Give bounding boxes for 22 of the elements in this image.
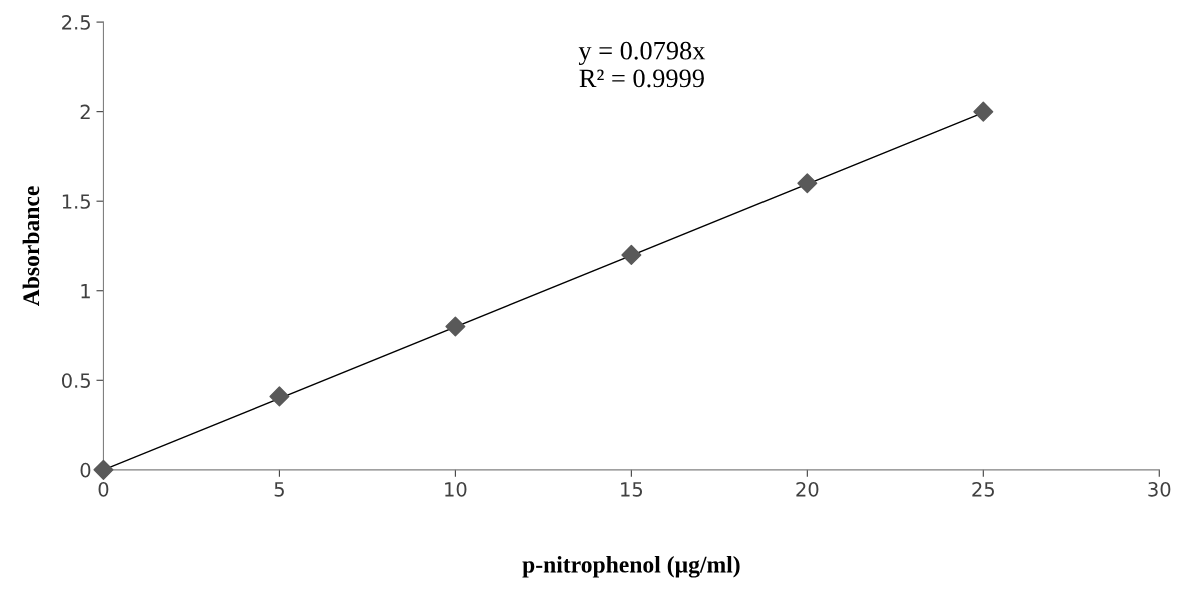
annotation: y = 0.0798x R² = 0.9999 <box>578 41 706 88</box>
y-tick-label: 0.5 <box>62 373 90 388</box>
x-axis-title: p-nitrophenol (µg/ml) <box>522 556 740 578</box>
x-tick-label: 0 <box>98 481 109 497</box>
point <box>797 173 818 194</box>
point <box>973 101 994 122</box>
x-tick-label: 30 <box>1148 481 1171 497</box>
y-tick-label: 2 <box>80 104 90 120</box>
x-tick-label: 10 <box>445 481 467 497</box>
y-tick-label: 0 <box>80 462 91 478</box>
point <box>621 244 642 265</box>
y-axis-title: Absorbance <box>22 186 40 307</box>
y-tick-label: 1.5 <box>62 194 90 209</box>
y-tick-label: 2.5 <box>62 15 90 30</box>
y-tick-label: 1 <box>81 283 90 299</box>
x-tick-label: 5 <box>274 482 284 497</box>
x-tick-label: 25 <box>972 481 994 497</box>
x-tick-label: 15 <box>621 482 643 497</box>
point <box>93 459 114 480</box>
point <box>445 316 466 337</box>
x-tick-label: 20 <box>796 481 819 497</box>
point <box>269 386 290 407</box>
